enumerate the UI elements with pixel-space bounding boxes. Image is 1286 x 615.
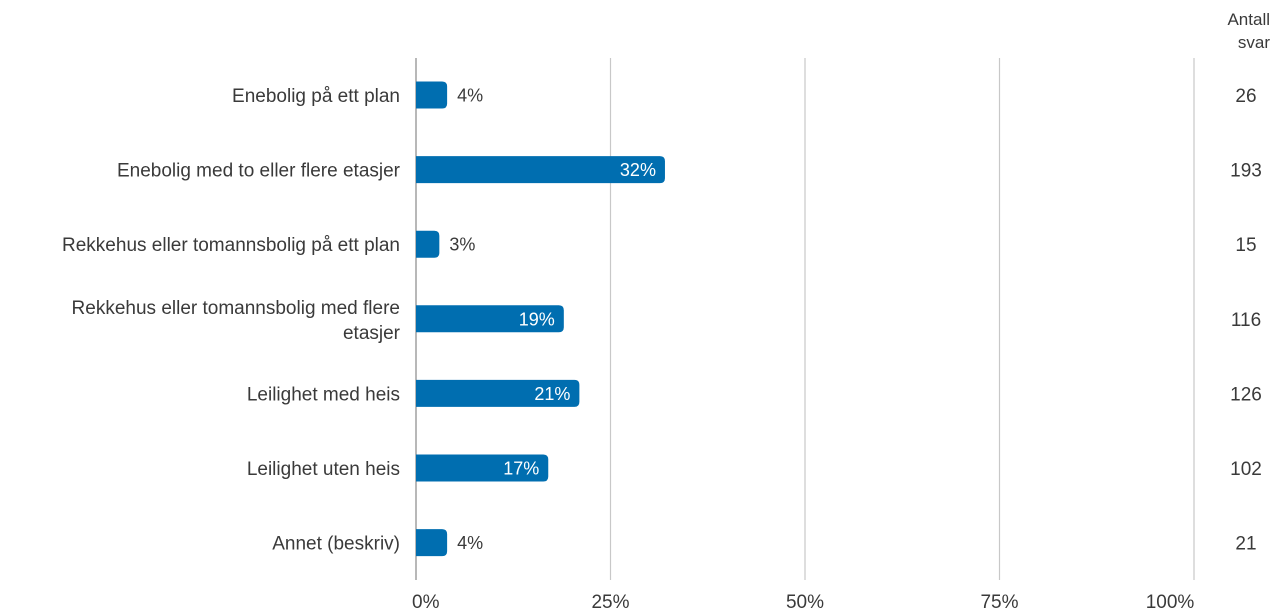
bar	[416, 156, 665, 184]
answer-count: 126	[1230, 384, 1262, 405]
answer-count: 102	[1230, 459, 1262, 480]
bar	[416, 454, 549, 482]
category-label: Rekkehus eller tomannsbolig med flere eta…	[72, 298, 401, 344]
bar-value-label: 3%	[449, 235, 475, 255]
bar	[416, 230, 440, 258]
bar-value-label: 4%	[457, 86, 483, 106]
bar	[416, 529, 448, 557]
category-label: Leilighet med heis	[247, 384, 400, 405]
bar-value-label: 17%	[503, 459, 539, 479]
category-label: Annet (beskriv)	[272, 534, 400, 555]
category-label-line: Rekkehus eller tomannsbolig med flere	[72, 298, 400, 319]
answer-count: 21	[1235, 534, 1256, 555]
bar	[416, 81, 448, 109]
category-label: Leilighet uten heis	[247, 459, 400, 480]
count-header-label: svar	[1238, 33, 1270, 52]
category-label: Enebolig på ett plan	[232, 86, 400, 107]
bar	[416, 305, 564, 333]
bar-value-label: 19%	[519, 309, 555, 329]
bar-value-label: 32%	[620, 160, 656, 180]
category-label: Enebolig med to eller flere etasjer	[117, 161, 401, 182]
x-tick-label: 25%	[591, 592, 629, 613]
answer-count: 26	[1235, 86, 1256, 107]
category-label: Rekkehus eller tomannsbolig på ett plan	[62, 235, 400, 256]
answer-count: 15	[1235, 235, 1256, 256]
answer-count: 193	[1230, 161, 1262, 182]
bar-value-label: 21%	[534, 384, 570, 404]
x-tick-label: 50%	[786, 592, 824, 613]
bar	[416, 379, 580, 407]
count-header-label: Antall	[1227, 10, 1270, 29]
x-tick-label: 75%	[980, 592, 1018, 613]
x-tick-label: 0%	[412, 592, 440, 613]
bar-value-label: 4%	[457, 533, 483, 553]
x-tick-label: 100%	[1146, 592, 1195, 613]
category-label-line: etasjer	[343, 323, 401, 344]
answer-count: 116	[1231, 310, 1261, 331]
